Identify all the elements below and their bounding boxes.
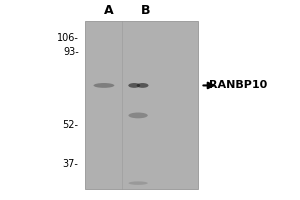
Ellipse shape (128, 181, 148, 185)
Text: 106-: 106- (57, 33, 79, 43)
Text: B: B (141, 4, 150, 17)
Text: 52-: 52- (63, 120, 79, 130)
Text: RANBP10: RANBP10 (209, 80, 268, 90)
Ellipse shape (128, 83, 140, 88)
Ellipse shape (128, 113, 148, 118)
Ellipse shape (136, 83, 148, 88)
FancyBboxPatch shape (85, 21, 198, 189)
Text: 37-: 37- (63, 159, 79, 169)
Text: A: A (103, 4, 113, 17)
Ellipse shape (94, 83, 114, 88)
Text: 93-: 93- (63, 47, 79, 57)
